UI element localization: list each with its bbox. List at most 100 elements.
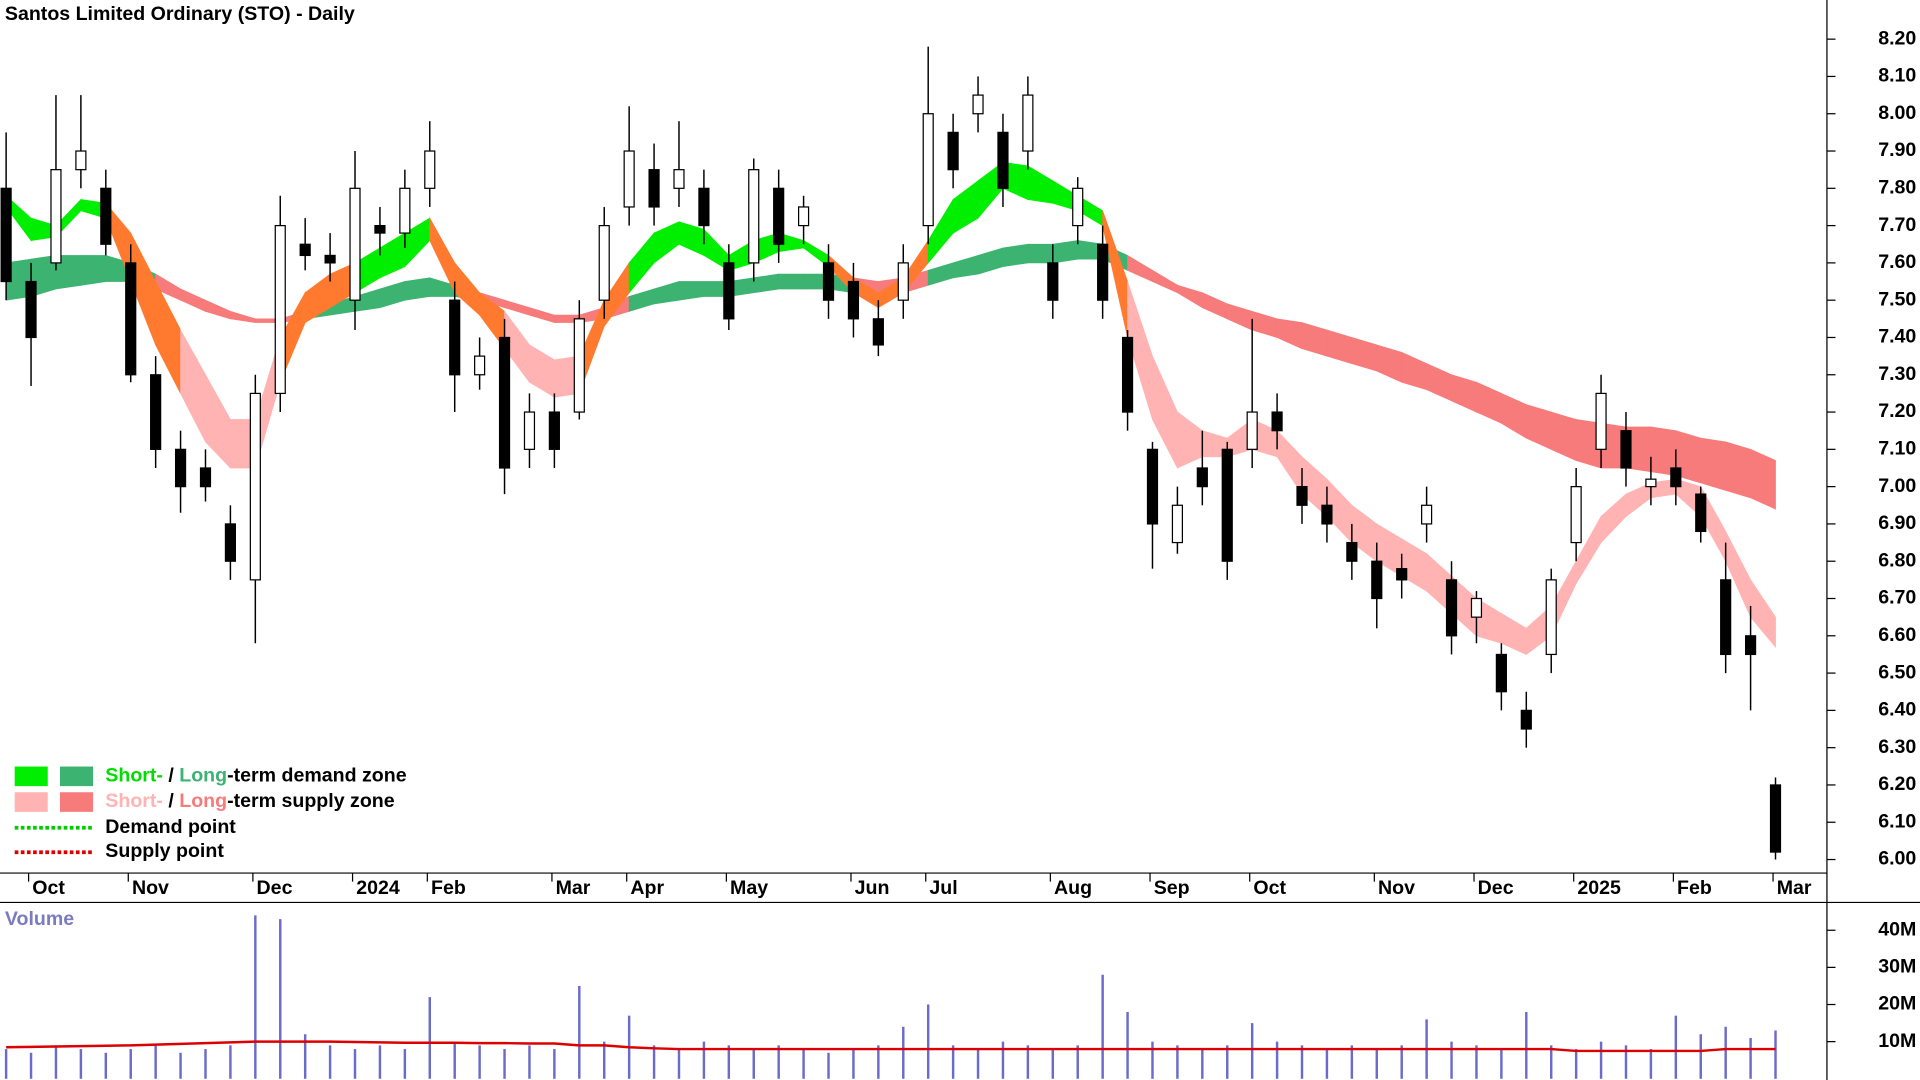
legend-swatch <box>60 766 94 787</box>
candle-body <box>947 131 959 171</box>
candle-body <box>1321 504 1333 525</box>
x-tick-label: Nov <box>1378 877 1415 899</box>
candle-body <box>1371 560 1383 600</box>
candle-body <box>1346 541 1358 562</box>
candle-body <box>1171 504 1184 544</box>
legend-text: Short- <box>105 790 163 812</box>
y-tick-label: 6.60 <box>1878 624 1916 646</box>
candle-body <box>1470 597 1483 618</box>
candle-body <box>548 411 560 450</box>
candle-body <box>374 224 386 234</box>
candle-body <box>1620 430 1632 469</box>
x-tick-label: Nov <box>132 877 169 899</box>
candle-body <box>822 262 835 301</box>
y-tick-label: 6.90 <box>1878 512 1916 534</box>
candle-body <box>1121 336 1134 413</box>
candle-body <box>1695 493 1707 532</box>
candle-body <box>150 374 162 450</box>
x-tick-label: Feb <box>1677 877 1712 899</box>
candle-body <box>299 243 311 257</box>
volume-panel <box>4 915 1777 1079</box>
x-tick-label: May <box>730 877 768 899</box>
long-term-zone <box>1052 240 1079 264</box>
volume-average <box>6 1040 1776 1053</box>
candle-body <box>997 131 1009 189</box>
candle-body <box>1545 579 1557 656</box>
x-tick-label: Mar <box>1777 877 1812 899</box>
candle-body <box>673 169 685 189</box>
x-tick-label: 2025 <box>1577 877 1621 899</box>
candle-body <box>1196 467 1208 488</box>
volume-label: Volume <box>5 908 74 930</box>
chart-title: Santos Limited Ordinary (STO) - Daily <box>5 3 355 25</box>
legend-text: Long <box>179 764 227 786</box>
y-tick-label: 8.00 <box>1878 102 1916 124</box>
candle-body <box>324 254 336 264</box>
y-tick-label: 8.10 <box>1878 65 1916 87</box>
candle-body <box>523 411 536 450</box>
y-tick-label: 10M <box>1878 1030 1916 1052</box>
candle-body <box>598 224 610 301</box>
candle-body <box>1396 568 1408 581</box>
legend-text: Demand point <box>105 816 236 838</box>
legend-label: Short- / Long-term supply zone <box>105 790 394 812</box>
candle-body <box>1047 262 1059 301</box>
long-term-zone <box>1725 441 1751 499</box>
candle-body <box>1072 187 1084 227</box>
candle-body <box>25 280 37 339</box>
x-tick-label: Apr <box>630 877 664 899</box>
candle-body <box>773 187 785 245</box>
candle-body <box>573 318 585 413</box>
candle-body <box>199 467 212 488</box>
x-tick-label: Oct <box>32 877 65 899</box>
candle-body <box>1445 579 1458 637</box>
y-tick-label: 6.50 <box>1878 661 1916 683</box>
y-tick-label: 7.80 <box>1878 176 1916 198</box>
x-tick-label: Dec <box>257 877 293 899</box>
candle-body <box>75 150 87 171</box>
candle-body <box>449 299 461 376</box>
x-tick-label: Dec <box>1478 877 1514 899</box>
candle-body <box>249 392 261 581</box>
long-term-zone <box>80 255 107 286</box>
candle-body <box>50 169 62 264</box>
y-tick-label: 40M <box>1878 918 1916 940</box>
x-tick-label: Jul <box>929 877 957 899</box>
candle-body <box>274 224 286 395</box>
candle-body <box>0 187 12 283</box>
short-term-zone <box>1750 578 1776 648</box>
legend-text: -term demand zone <box>227 764 407 786</box>
y-tick-label: 7.30 <box>1878 363 1916 385</box>
long-term-zone <box>404 277 431 301</box>
legend-label: Supply point <box>105 840 224 862</box>
legend-swatch <box>14 792 48 812</box>
y-tick-label: 7.20 <box>1878 400 1916 422</box>
candle-body <box>1720 579 1732 656</box>
y-tick-label: 6.10 <box>1878 810 1916 832</box>
y-tick-label: 7.40 <box>1878 326 1916 348</box>
candle-body <box>872 318 884 346</box>
x-tick-label: Aug <box>1054 877 1092 899</box>
y-tick-label: 6.00 <box>1878 848 1916 870</box>
legend-label: Short- / Long-term demand zone <box>105 764 406 786</box>
y-tick-label: 7.10 <box>1878 438 1916 460</box>
y-tick-label: 6.20 <box>1878 773 1916 795</box>
y-tick-label: 7.00 <box>1878 475 1916 497</box>
candle-body <box>972 94 984 115</box>
y-tick-label: 30M <box>1878 956 1916 978</box>
candle-body <box>1495 653 1507 693</box>
legend-text: / <box>163 764 179 786</box>
legend-swatch <box>60 792 94 812</box>
candle-body <box>1595 392 1607 450</box>
candle-body <box>100 187 112 245</box>
candle-body <box>224 523 237 562</box>
y-tick-label: 6.80 <box>1878 549 1916 571</box>
candle-body <box>1769 784 1782 853</box>
candle-body <box>1146 448 1159 525</box>
candles <box>0 46 1782 860</box>
candle-body <box>1221 448 1233 562</box>
candle-body <box>847 280 860 320</box>
candle-body <box>648 169 660 208</box>
